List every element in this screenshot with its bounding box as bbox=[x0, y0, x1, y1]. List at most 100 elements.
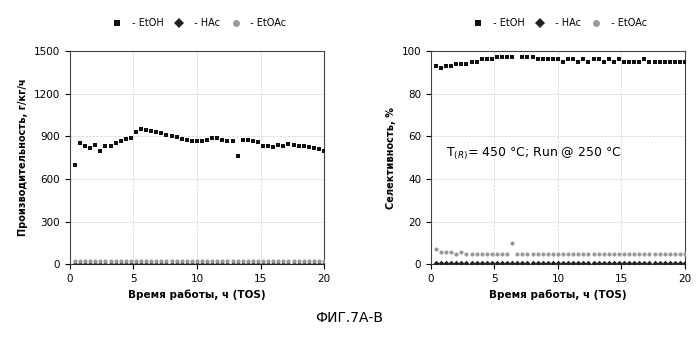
Point bbox=[217, 259, 228, 264]
Point bbox=[542, 251, 554, 257]
Point bbox=[481, 261, 492, 266]
Point bbox=[628, 59, 640, 64]
Point bbox=[593, 261, 604, 266]
Point bbox=[232, 261, 243, 266]
Point bbox=[95, 261, 106, 266]
Point bbox=[532, 57, 543, 62]
Point bbox=[669, 251, 680, 257]
Point bbox=[634, 251, 645, 257]
Point bbox=[192, 261, 203, 266]
Point bbox=[598, 251, 610, 257]
Point bbox=[110, 141, 121, 146]
Point bbox=[151, 259, 162, 264]
Point bbox=[89, 259, 101, 264]
Point bbox=[131, 259, 142, 264]
Point bbox=[227, 259, 238, 264]
Point bbox=[75, 259, 86, 264]
Point bbox=[583, 59, 594, 64]
Point bbox=[461, 251, 472, 257]
Point bbox=[120, 259, 131, 264]
Point bbox=[308, 145, 319, 151]
Point bbox=[247, 259, 259, 264]
Point bbox=[176, 261, 187, 266]
Point bbox=[80, 259, 91, 264]
Point bbox=[243, 259, 254, 264]
Point bbox=[634, 59, 645, 64]
Point bbox=[608, 251, 619, 257]
Point bbox=[654, 261, 665, 266]
Y-axis label: Производительность, г/кг/ч: Производительность, г/кг/ч bbox=[18, 79, 29, 236]
Point bbox=[140, 259, 152, 264]
Point bbox=[80, 261, 91, 266]
Point bbox=[578, 261, 589, 266]
Point bbox=[624, 251, 635, 257]
Legend:  - EtOH,  - HAc,  - EtOAc: - EtOH, - HAc, - EtOAc bbox=[107, 17, 287, 29]
Point bbox=[557, 251, 568, 257]
Point bbox=[293, 259, 304, 264]
Point bbox=[201, 261, 212, 266]
Point bbox=[496, 55, 507, 60]
Point bbox=[476, 251, 487, 257]
Point bbox=[512, 261, 523, 266]
Point bbox=[257, 259, 268, 264]
Point bbox=[105, 259, 116, 264]
Point bbox=[176, 136, 187, 142]
Point bbox=[201, 137, 212, 143]
Point bbox=[75, 261, 86, 266]
Point bbox=[527, 261, 538, 266]
Point bbox=[80, 143, 91, 149]
Point bbox=[212, 259, 223, 264]
Point bbox=[675, 59, 686, 64]
Point bbox=[110, 259, 121, 264]
Point bbox=[471, 59, 482, 64]
Point bbox=[232, 154, 243, 159]
Point bbox=[85, 261, 96, 266]
Point bbox=[136, 126, 147, 132]
Point bbox=[252, 259, 264, 264]
Point bbox=[608, 261, 619, 266]
Point bbox=[522, 261, 533, 266]
Point bbox=[247, 139, 259, 144]
Point bbox=[192, 139, 203, 144]
Point bbox=[431, 261, 442, 266]
Point bbox=[445, 249, 456, 254]
Point bbox=[140, 127, 152, 133]
Point bbox=[537, 251, 548, 257]
Point bbox=[624, 261, 635, 266]
Point bbox=[252, 261, 264, 266]
Point bbox=[496, 251, 507, 257]
Point bbox=[649, 261, 660, 266]
Point bbox=[115, 261, 127, 266]
Point bbox=[578, 57, 589, 62]
Point bbox=[512, 251, 523, 257]
Point bbox=[227, 139, 238, 144]
Point bbox=[563, 261, 574, 266]
Text: T$_{(R)}$= 450 °C; Run @ 250 °C: T$_{(R)}$= 450 °C; Run @ 250 °C bbox=[446, 145, 621, 162]
Point bbox=[557, 59, 568, 64]
Point bbox=[664, 251, 675, 257]
Point bbox=[187, 259, 198, 264]
Point bbox=[659, 251, 670, 257]
Point bbox=[222, 259, 233, 264]
Point bbox=[145, 259, 157, 264]
Point bbox=[187, 261, 198, 266]
Point bbox=[440, 249, 452, 254]
Point bbox=[212, 261, 223, 266]
Point bbox=[639, 251, 650, 257]
Point bbox=[471, 261, 482, 266]
Point bbox=[100, 143, 111, 149]
Point bbox=[293, 143, 304, 148]
Point bbox=[466, 261, 477, 266]
Point bbox=[171, 134, 182, 140]
Point bbox=[451, 251, 462, 257]
Point bbox=[522, 55, 533, 60]
Point bbox=[507, 240, 518, 246]
Point bbox=[593, 251, 604, 257]
Point bbox=[563, 251, 574, 257]
Point bbox=[263, 143, 274, 148]
Point bbox=[572, 261, 584, 266]
Point bbox=[547, 261, 559, 266]
Point bbox=[568, 261, 579, 266]
Point bbox=[263, 259, 274, 264]
Point bbox=[583, 251, 594, 257]
